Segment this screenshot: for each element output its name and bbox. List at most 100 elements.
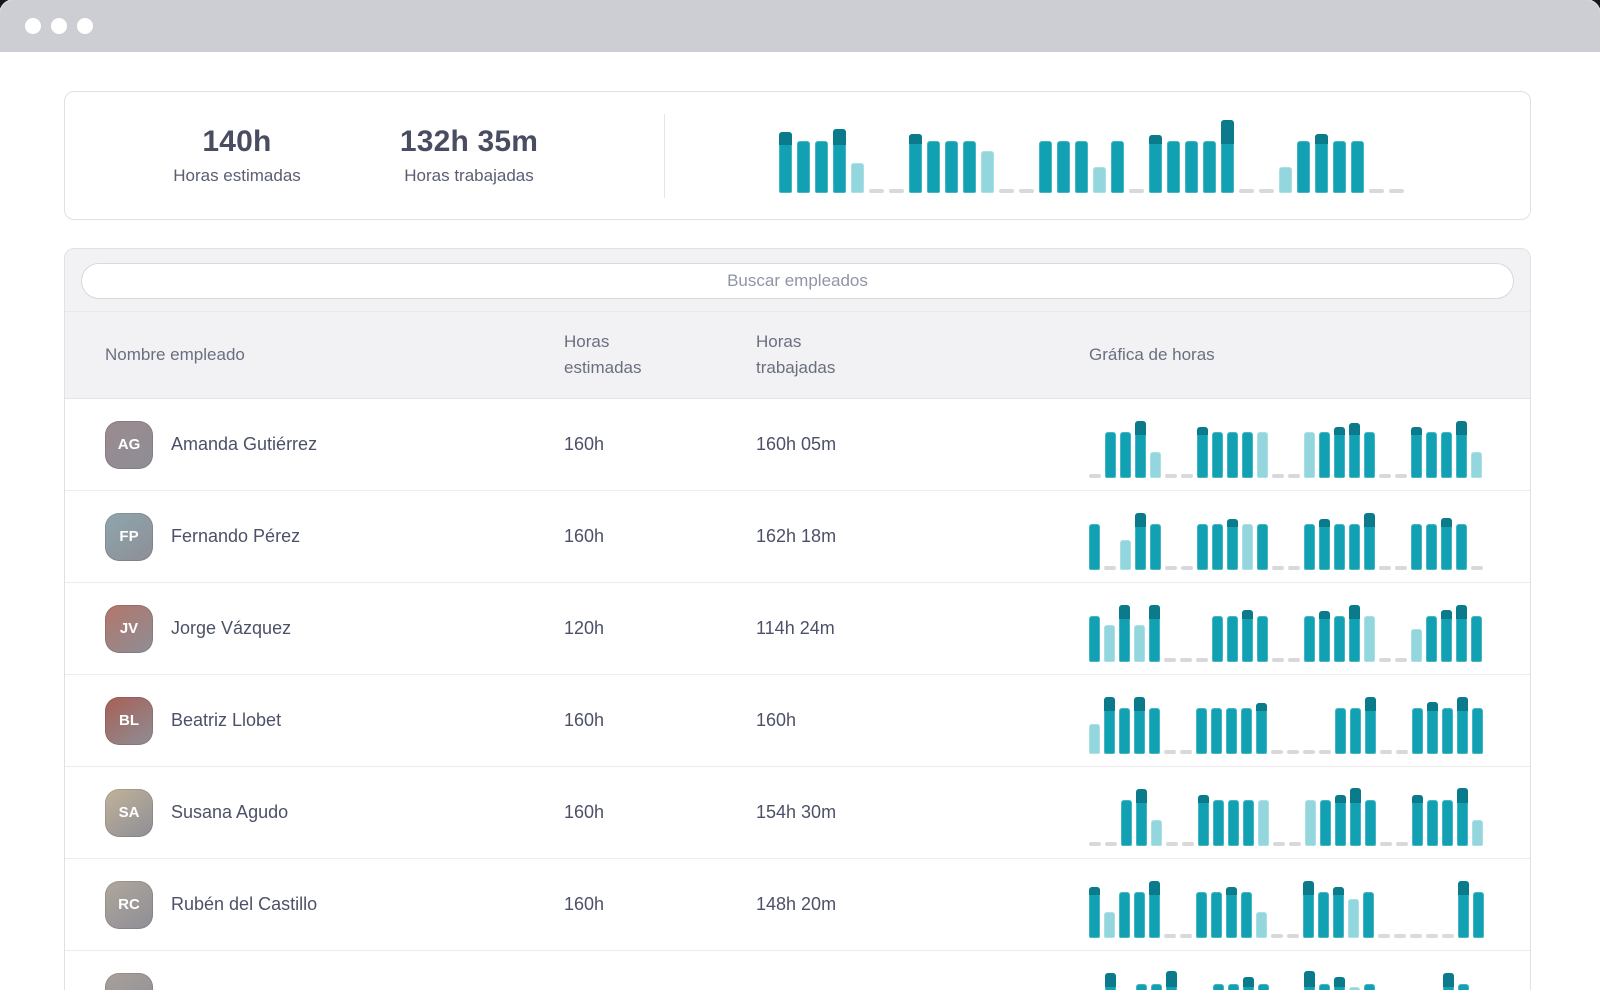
day-off-dash: [1394, 933, 1406, 938]
day-bar-over: [1104, 696, 1115, 754]
day-bar-full: [1426, 431, 1437, 478]
overtime-cap: [1315, 133, 1328, 144]
day-bar-full: [1119, 707, 1130, 754]
window-control-dot[interactable]: [51, 18, 67, 34]
day-bar-full: [1212, 431, 1223, 478]
day-off-dash: [1196, 657, 1208, 662]
day-bar-full: [1412, 707, 1423, 754]
window-control-dot[interactable]: [25, 18, 41, 34]
day-bar-partial: [1104, 911, 1115, 938]
employee-cell: RC Rubén del Castillo: [65, 880, 564, 929]
day-bar-full: [1320, 799, 1331, 846]
table-row[interactable]: FP Fernando Pérez 160h 162h 18m: [65, 491, 1530, 583]
estimated-hours: 120h: [564, 618, 605, 638]
day-bar-full: [1213, 983, 1224, 990]
hours-chart: [1089, 964, 1489, 990]
day-bar-partial: [1411, 628, 1422, 662]
overtime-cap: [1365, 696, 1376, 711]
day-off-dash: [869, 188, 884, 193]
day-off-dash: [1273, 841, 1285, 846]
day-bar-full: [1319, 983, 1330, 990]
day-bar-over: [1333, 886, 1344, 938]
day-bar-over: [1105, 972, 1116, 990]
worked-hours: 114h 24m: [756, 618, 835, 638]
day-bar-over: [1242, 609, 1253, 662]
column-header-name: Nombre empleado: [105, 345, 245, 364]
worked-hours: 162h 18m: [756, 526, 837, 546]
estimated-hours: 160h: [564, 434, 605, 454]
day-off-dash: [1369, 188, 1384, 193]
browser-chrome: [0, 0, 1600, 52]
day-bar-over: [1243, 976, 1254, 990]
day-off-dash: [1379, 565, 1391, 570]
day-bar-partial: [1471, 451, 1482, 478]
overtime-cap: [1349, 604, 1360, 619]
day-bar-full: [927, 140, 940, 193]
day-bar-full: [1111, 140, 1124, 193]
day-bar-full: [1304, 523, 1315, 570]
day-bar-full: [1211, 707, 1222, 754]
day-bar-full: [1471, 615, 1482, 662]
day-bar-full: [1213, 799, 1224, 846]
day-off-dash: [1471, 565, 1483, 570]
chart-cell: [1089, 596, 1489, 662]
table-row[interactable]: [65, 951, 1530, 990]
search-input[interactable]: [81, 263, 1514, 299]
day-bar-over: [1457, 696, 1468, 754]
day-bar-over: [1412, 794, 1423, 846]
chart-cell: [1089, 504, 1489, 570]
day-off-dash: [1129, 188, 1144, 193]
overtime-cap: [1134, 696, 1145, 711]
day-bar-over: [1134, 696, 1145, 754]
avatar: JV: [105, 604, 153, 653]
day-off-dash: [1287, 749, 1299, 754]
hours-chart: [1089, 412, 1489, 478]
day-bar-partial: [1150, 451, 1161, 478]
table-top: Nombre empleado Horas estimadas Horas tr…: [65, 249, 1530, 399]
overtime-cap: [1458, 880, 1469, 895]
day-bar-full: [1167, 140, 1180, 193]
day-bar-full: [1318, 891, 1329, 938]
day-bar-full: [1365, 799, 1376, 846]
day-off-dash: [1288, 565, 1300, 570]
day-bar-over: [1256, 702, 1267, 754]
day-off-dash: [1442, 933, 1454, 938]
summary-hours-chart: [779, 119, 1404, 193]
summary-card: 140h Horas estimadas 132h 35m Horas trab…: [64, 91, 1531, 220]
day-bar-full: [1442, 799, 1453, 846]
day-bar-full: [1363, 891, 1374, 938]
table-row[interactable]: SA Susana Agudo 160h 154h 30m: [65, 767, 1530, 859]
overtime-cap: [1256, 702, 1267, 711]
day-off-dash: [1271, 749, 1283, 754]
overtime-cap: [1149, 880, 1160, 895]
avatar: SA: [105, 788, 153, 837]
overtime-cap: [1441, 517, 1452, 527]
day-off-dash: [1378, 933, 1390, 938]
estimated-hours: 160h: [564, 710, 605, 730]
estimated-hours: 160h: [564, 526, 605, 546]
day-bar-full: [1473, 891, 1484, 938]
day-bar-over: [1227, 518, 1238, 570]
day-off-dash: [1164, 933, 1176, 938]
chart-cell: [1089, 964, 1489, 990]
overtime-cap: [1136, 788, 1147, 803]
day-bar-full: [1228, 799, 1239, 846]
day-off-dash: [1180, 933, 1192, 938]
window-control-dot[interactable]: [77, 18, 93, 34]
day-bar-over: [1456, 420, 1467, 478]
table-row[interactable]: RC Rubén del Castillo 160h 148h 20m: [65, 859, 1530, 951]
overtime-cap: [1135, 420, 1146, 435]
table-row[interactable]: AG Amanda Gutiérrez 160h 160h 05m: [65, 399, 1530, 491]
day-bar-full: [1136, 983, 1147, 990]
day-off-dash: [1164, 657, 1176, 662]
overtime-cap: [1243, 976, 1254, 987]
day-bar-over: [1319, 610, 1330, 662]
worked-hours: 154h 30m: [756, 802, 837, 822]
table-row[interactable]: BL Beatriz Llobet 160h 160h: [65, 675, 1530, 767]
table-row[interactable]: JV Jorge Vázquez 120h 114h 24m: [65, 583, 1530, 675]
avatar: FP: [105, 512, 153, 561]
day-bar-full: [1120, 431, 1131, 478]
day-bar-over: [1166, 970, 1177, 990]
worked-hours: 148h 20m: [756, 894, 837, 914]
day-off-dash: [1019, 188, 1034, 193]
